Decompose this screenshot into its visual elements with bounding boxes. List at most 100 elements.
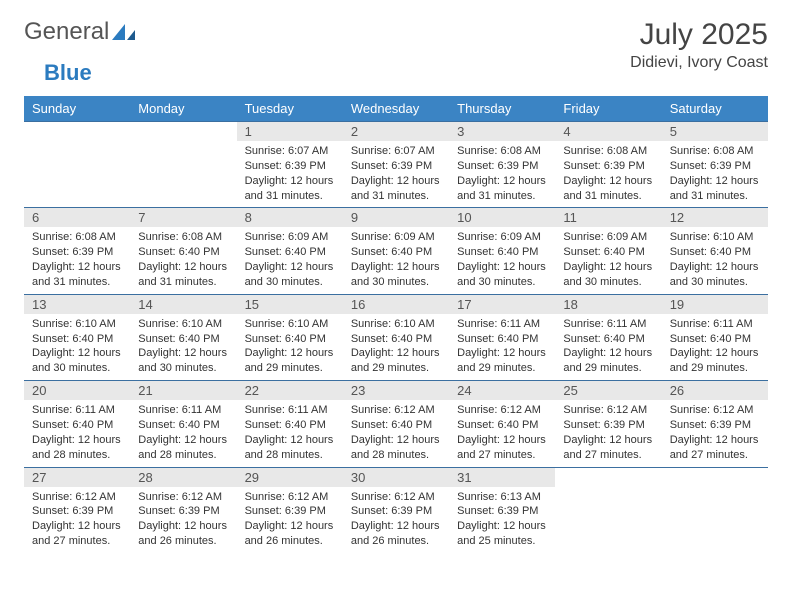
day-detail: Sunrise: 6:09 AMSunset: 6:40 PMDaylight:… — [343, 227, 449, 293]
day-detail: Sunrise: 6:12 AMSunset: 6:39 PMDaylight:… — [24, 487, 130, 553]
day-detail: Sunrise: 6:12 AMSunset: 6:39 PMDaylight:… — [343, 487, 449, 553]
calendar-cell: 11Sunrise: 6:09 AMSunset: 6:40 PMDayligh… — [555, 208, 661, 294]
day-number: 3 — [449, 122, 555, 141]
calendar-cell: 18Sunrise: 6:11 AMSunset: 6:40 PMDayligh… — [555, 294, 661, 380]
calendar-cell: 31Sunrise: 6:13 AMSunset: 6:39 PMDayligh… — [449, 467, 555, 553]
day-number: 23 — [343, 381, 449, 400]
calendar-cell: 6Sunrise: 6:08 AMSunset: 6:39 PMDaylight… — [24, 208, 130, 294]
calendar-cell: 30Sunrise: 6:12 AMSunset: 6:39 PMDayligh… — [343, 467, 449, 553]
day-number: 5 — [662, 122, 768, 141]
calendar-cell: 27Sunrise: 6:12 AMSunset: 6:39 PMDayligh… — [24, 467, 130, 553]
logo-sail-icon — [111, 22, 137, 42]
calendar-cell: 25Sunrise: 6:12 AMSunset: 6:39 PMDayligh… — [555, 381, 661, 467]
weekday-header: Monday — [130, 96, 236, 122]
day-number: 2 — [343, 122, 449, 141]
day-detail: Sunrise: 6:09 AMSunset: 6:40 PMDaylight:… — [237, 227, 343, 293]
calendar-cell: 29Sunrise: 6:12 AMSunset: 6:39 PMDayligh… — [237, 467, 343, 553]
calendar-cell: 8Sunrise: 6:09 AMSunset: 6:40 PMDaylight… — [237, 208, 343, 294]
day-number: 1 — [237, 122, 343, 141]
logo-text-blue: Blue — [44, 60, 92, 85]
calendar-cell: 15Sunrise: 6:10 AMSunset: 6:40 PMDayligh… — [237, 294, 343, 380]
calendar-cell: 2Sunrise: 6:07 AMSunset: 6:39 PMDaylight… — [343, 122, 449, 208]
calendar-row: 20Sunrise: 6:11 AMSunset: 6:40 PMDayligh… — [24, 381, 768, 467]
weekday-header: Tuesday — [237, 96, 343, 122]
weekday-header: Saturday — [662, 96, 768, 122]
day-detail: Sunrise: 6:08 AMSunset: 6:39 PMDaylight:… — [662, 141, 768, 207]
day-number: 16 — [343, 295, 449, 314]
day-detail: Sunrise: 6:08 AMSunset: 6:39 PMDaylight:… — [449, 141, 555, 207]
day-detail: Sunrise: 6:11 AMSunset: 6:40 PMDaylight:… — [449, 314, 555, 380]
weekday-header: Wednesday — [343, 96, 449, 122]
calendar-cell: 22Sunrise: 6:11 AMSunset: 6:40 PMDayligh… — [237, 381, 343, 467]
day-detail: Sunrise: 6:10 AMSunset: 6:40 PMDaylight:… — [343, 314, 449, 380]
day-number: 26 — [662, 381, 768, 400]
weekday-header-row: SundayMondayTuesdayWednesdayThursdayFrid… — [24, 96, 768, 122]
month-title: July 2025 — [630, 18, 768, 52]
day-number: 15 — [237, 295, 343, 314]
day-number: 11 — [555, 208, 661, 227]
calendar-table: SundayMondayTuesdayWednesdayThursdayFrid… — [24, 96, 768, 553]
day-detail: Sunrise: 6:11 AMSunset: 6:40 PMDaylight:… — [237, 400, 343, 466]
day-detail: Sunrise: 6:13 AMSunset: 6:39 PMDaylight:… — [449, 487, 555, 553]
day-number: 25 — [555, 381, 661, 400]
calendar-cell: 28Sunrise: 6:12 AMSunset: 6:39 PMDayligh… — [130, 467, 236, 553]
location: Didievi, Ivory Coast — [630, 54, 768, 72]
weekday-header: Thursday — [449, 96, 555, 122]
day-detail: Sunrise: 6:12 AMSunset: 6:40 PMDaylight:… — [449, 400, 555, 466]
day-number: 30 — [343, 468, 449, 487]
calendar-cell: 12Sunrise: 6:10 AMSunset: 6:40 PMDayligh… — [662, 208, 768, 294]
calendar-cell: 19Sunrise: 6:11 AMSunset: 6:40 PMDayligh… — [662, 294, 768, 380]
day-number: 20 — [24, 381, 130, 400]
day-number: 24 — [449, 381, 555, 400]
day-detail: Sunrise: 6:09 AMSunset: 6:40 PMDaylight:… — [449, 227, 555, 293]
day-detail: Sunrise: 6:10 AMSunset: 6:40 PMDaylight:… — [130, 314, 236, 380]
day-number: 12 — [662, 208, 768, 227]
day-number: 9 — [343, 208, 449, 227]
calendar-cell: 7Sunrise: 6:08 AMSunset: 6:40 PMDaylight… — [130, 208, 236, 294]
day-number: 19 — [662, 295, 768, 314]
day-number: 10 — [449, 208, 555, 227]
calendar-cell: 13Sunrise: 6:10 AMSunset: 6:40 PMDayligh… — [24, 294, 130, 380]
title-block: July 2025 Didievi, Ivory Coast — [630, 18, 768, 72]
calendar-cell: 1Sunrise: 6:07 AMSunset: 6:39 PMDaylight… — [237, 122, 343, 208]
calendar-row: 1Sunrise: 6:07 AMSunset: 6:39 PMDaylight… — [24, 122, 768, 208]
calendar-cell: 24Sunrise: 6:12 AMSunset: 6:40 PMDayligh… — [449, 381, 555, 467]
day-number: 6 — [24, 208, 130, 227]
calendar-cell — [555, 467, 661, 553]
calendar-cell: 20Sunrise: 6:11 AMSunset: 6:40 PMDayligh… — [24, 381, 130, 467]
calendar-cell: 14Sunrise: 6:10 AMSunset: 6:40 PMDayligh… — [130, 294, 236, 380]
calendar-row: 6Sunrise: 6:08 AMSunset: 6:39 PMDaylight… — [24, 208, 768, 294]
day-detail: Sunrise: 6:11 AMSunset: 6:40 PMDaylight:… — [130, 400, 236, 466]
day-detail: Sunrise: 6:10 AMSunset: 6:40 PMDaylight:… — [237, 314, 343, 380]
day-detail: Sunrise: 6:12 AMSunset: 6:39 PMDaylight:… — [130, 487, 236, 553]
day-detail: Sunrise: 6:10 AMSunset: 6:40 PMDaylight:… — [662, 227, 768, 293]
day-number: 18 — [555, 295, 661, 314]
day-number: 31 — [449, 468, 555, 487]
day-detail: Sunrise: 6:11 AMSunset: 6:40 PMDaylight:… — [555, 314, 661, 380]
day-number: 28 — [130, 468, 236, 487]
day-number: 29 — [237, 468, 343, 487]
calendar-cell: 10Sunrise: 6:09 AMSunset: 6:40 PMDayligh… — [449, 208, 555, 294]
calendar-cell: 21Sunrise: 6:11 AMSunset: 6:40 PMDayligh… — [130, 381, 236, 467]
calendar-cell: 9Sunrise: 6:09 AMSunset: 6:40 PMDaylight… — [343, 208, 449, 294]
calendar-body: 1Sunrise: 6:07 AMSunset: 6:39 PMDaylight… — [24, 122, 768, 554]
day-detail: Sunrise: 6:08 AMSunset: 6:39 PMDaylight:… — [24, 227, 130, 293]
calendar-row: 13Sunrise: 6:10 AMSunset: 6:40 PMDayligh… — [24, 294, 768, 380]
logo: General — [24, 18, 139, 46]
day-detail: Sunrise: 6:11 AMSunset: 6:40 PMDaylight:… — [662, 314, 768, 380]
calendar-cell: 4Sunrise: 6:08 AMSunset: 6:39 PMDaylight… — [555, 122, 661, 208]
day-detail: Sunrise: 6:12 AMSunset: 6:39 PMDaylight:… — [237, 487, 343, 553]
logo-text-general: General — [24, 18, 109, 46]
day-number: 21 — [130, 381, 236, 400]
day-detail: Sunrise: 6:10 AMSunset: 6:40 PMDaylight:… — [24, 314, 130, 380]
day-number: 8 — [237, 208, 343, 227]
day-detail: Sunrise: 6:12 AMSunset: 6:40 PMDaylight:… — [343, 400, 449, 466]
weekday-header: Friday — [555, 96, 661, 122]
day-number: 27 — [24, 468, 130, 487]
day-detail: Sunrise: 6:09 AMSunset: 6:40 PMDaylight:… — [555, 227, 661, 293]
day-number: 22 — [237, 381, 343, 400]
day-detail: Sunrise: 6:12 AMSunset: 6:39 PMDaylight:… — [662, 400, 768, 466]
calendar-cell: 26Sunrise: 6:12 AMSunset: 6:39 PMDayligh… — [662, 381, 768, 467]
day-detail: Sunrise: 6:12 AMSunset: 6:39 PMDaylight:… — [555, 400, 661, 466]
day-detail: Sunrise: 6:08 AMSunset: 6:39 PMDaylight:… — [555, 141, 661, 207]
